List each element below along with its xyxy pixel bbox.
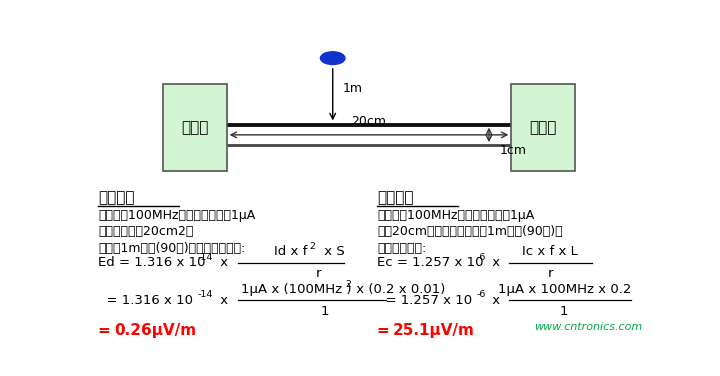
Text: x: x (215, 294, 228, 307)
Text: 20cm: 20cm (351, 115, 387, 127)
Text: 则距离1m地点(90度)的电场强度值为:: 则距离1m地点(90度)的电场强度值为: (99, 242, 246, 255)
Text: x: x (215, 256, 228, 269)
Text: -6: -6 (477, 253, 486, 262)
Text: 1: 1 (560, 305, 569, 318)
Text: x: x (488, 256, 500, 269)
Text: 假设频率100MHz的共模噪声电流1μA: 假设频率100MHz的共模噪声电流1μA (377, 209, 535, 222)
Text: 2: 2 (309, 243, 315, 252)
Text: -14: -14 (198, 253, 213, 262)
Text: x: x (488, 294, 500, 307)
Text: 流经20cm长的线缆，则距离1m地点(90度)的: 流经20cm长的线缆，则距离1m地点(90度)的 (377, 226, 563, 238)
Text: 接收端: 接收端 (530, 120, 557, 135)
Circle shape (320, 52, 345, 65)
Text: Id x f: Id x f (274, 245, 307, 258)
Text: 1: 1 (320, 305, 328, 318)
Text: 1μA x 100MHz x 0.2: 1μA x 100MHz x 0.2 (498, 283, 631, 296)
Text: Ic x f x L: Ic x f x L (523, 245, 578, 258)
Text: 假设频率100MHz的差模噪声电流1μA: 假设频率100MHz的差模噪声电流1μA (99, 209, 256, 222)
Text: 1m: 1m (343, 82, 363, 95)
Text: 25.1μV/m: 25.1μV/m (393, 323, 475, 338)
Text: 0.26μV/m: 0.26μV/m (114, 323, 196, 338)
Text: = 1.257 x 10: = 1.257 x 10 (377, 294, 472, 307)
Text: 共模噪声: 共模噪声 (377, 190, 414, 205)
Text: 流经环路面积20cm2，: 流经环路面积20cm2， (99, 226, 194, 238)
Text: -6: -6 (477, 291, 486, 299)
Text: 电场强度值为:: 电场强度值为: (377, 242, 427, 255)
Text: 1μA x (100MHz ): 1μA x (100MHz ) (241, 283, 351, 296)
Bar (511, 84, 575, 171)
Text: x S: x S (320, 245, 345, 258)
Text: r: r (316, 267, 322, 280)
Bar (163, 84, 227, 171)
Text: Ed = 1.316 x 10: Ed = 1.316 x 10 (99, 256, 206, 269)
Text: x (0.2 x 0.01): x (0.2 x 0.01) (352, 283, 446, 296)
Text: r: r (548, 267, 553, 280)
Text: = 1.316 x 10: = 1.316 x 10 (99, 294, 194, 307)
Text: Ec = 1.257 x 10: Ec = 1.257 x 10 (377, 256, 484, 269)
Text: -14: -14 (198, 291, 213, 299)
Text: =: = (377, 323, 395, 338)
Text: 1cm: 1cm (500, 144, 527, 156)
Text: 差模噪声: 差模噪声 (99, 190, 135, 205)
Text: 2: 2 (346, 280, 351, 289)
Text: www.cntronics.com: www.cntronics.com (534, 322, 642, 332)
Text: =: = (99, 323, 117, 338)
Text: 发射端: 发射端 (181, 120, 208, 135)
